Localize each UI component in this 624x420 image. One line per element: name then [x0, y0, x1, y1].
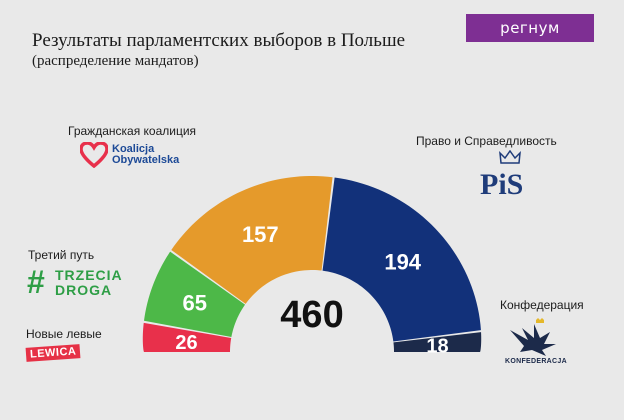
ko-logo-line2: Obywatelska: [112, 154, 180, 166]
td-logo: TRZECIA DROGA: [55, 268, 123, 298]
segment-konfederacja: [393, 332, 482, 352]
party-label-konf: Конфедерация: [500, 298, 584, 312]
value-label-ko: 157: [242, 222, 279, 247]
konfederacja-logo: KONFEDERACJA: [505, 358, 567, 365]
segment-trzecia-droga: [143, 251, 246, 338]
value-label-lewica: 26: [175, 332, 197, 354]
value-label-trzecia-droga: 65: [183, 291, 207, 316]
td-logo-line1: TRZECIA: [55, 267, 123, 283]
segment-ko: [171, 176, 333, 304]
value-label-konfederacja: 18: [426, 336, 448, 358]
seat-segments: [142, 176, 482, 352]
party-label-lewica: Новые левые: [26, 327, 102, 341]
segment-lewica: [142, 322, 232, 352]
ko-logo: Koalicja Obywatelska: [112, 144, 179, 166]
ko-logo-line1: Koalicja: [112, 143, 155, 155]
brand-logo: регнум: [466, 14, 594, 42]
value-label-pis: 194: [384, 249, 421, 274]
party-label-ko: Гражданская коалиция: [68, 124, 197, 138]
pis-logo: PiS: [480, 168, 524, 201]
segment-pis: [322, 177, 481, 342]
eagle-icon: [510, 318, 556, 356]
party-label-td: Третий путь: [28, 248, 95, 262]
total-seats-label: 460: [280, 294, 343, 336]
heart-icon: [80, 142, 108, 168]
party-label-pis: Право и Справедливость: [416, 134, 557, 148]
td-logo-hash: #: [27, 264, 45, 300]
seat-value-labels: 26 65 157 194 18: [175, 222, 448, 358]
crown-icon: [499, 150, 521, 164]
td-logo-line2: DROGA: [55, 282, 113, 298]
page-subtitle: (распределение мандатов): [32, 53, 199, 69]
page-title: Результаты парламентских выборов в Польш…: [32, 30, 406, 51]
